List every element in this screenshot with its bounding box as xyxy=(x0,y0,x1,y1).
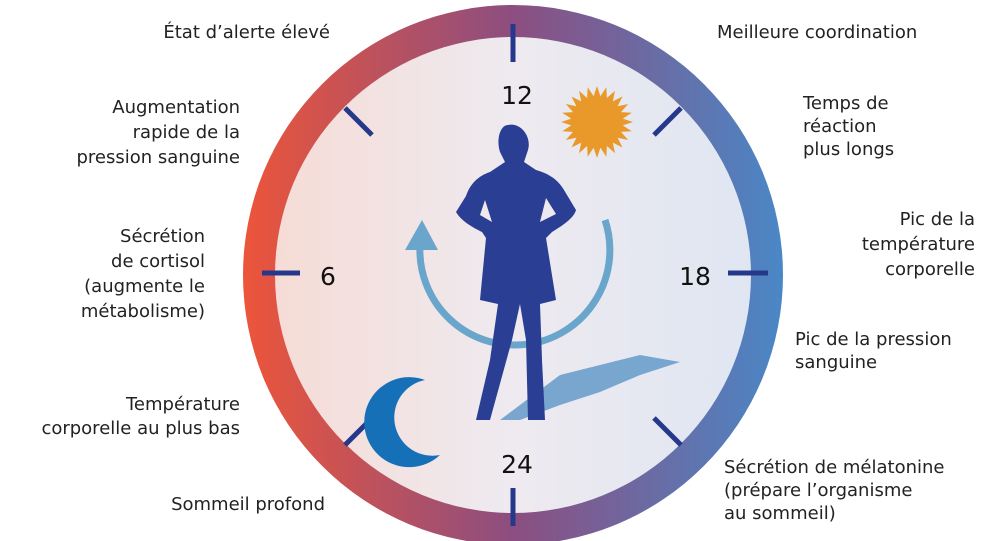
annotation-line: Meilleure coordination xyxy=(717,22,917,43)
annotation-line: Température xyxy=(125,394,240,415)
annotation-line: Sécrétion de mélatonine xyxy=(724,457,945,478)
annotation-line: pression sanguine xyxy=(76,147,240,168)
annotation-line: (augmente le xyxy=(84,276,205,297)
hour-label: 24 xyxy=(501,450,533,479)
annotation-line: plus longs xyxy=(803,139,894,160)
annotation-line: sanguine xyxy=(795,352,877,373)
hour-label: 12 xyxy=(501,81,533,110)
sun-rays xyxy=(561,86,633,158)
annotation-line: au sommeil) xyxy=(724,503,836,524)
annotation-line: (prépare l’organisme xyxy=(724,480,912,501)
annotation-line: Augmentation xyxy=(112,97,240,118)
hour-label: 6 xyxy=(320,262,336,291)
annotation-line: corporelle xyxy=(885,259,975,280)
annotation-line: métabolisme) xyxy=(81,301,205,322)
annotation-line: État d’alerte élevé xyxy=(163,21,330,43)
annotation-line: Temps de xyxy=(802,93,889,114)
annotation-line: de cortisol xyxy=(111,251,205,272)
annotation-line: Sommeil profond xyxy=(171,494,325,515)
clock-diagram: 12 6 18 24 État d’alerte élevé Augmentati… xyxy=(0,0,993,541)
annotation-line: réaction xyxy=(803,116,877,137)
annotation-line: Pic de la xyxy=(900,209,975,230)
sun-icon xyxy=(561,86,633,158)
annotation-line: Sécrétion xyxy=(120,226,205,247)
annotation-line: température xyxy=(862,234,975,255)
hour-label: 18 xyxy=(679,262,711,291)
annotation-line: Pic de la pression xyxy=(795,329,952,350)
annotation-line: corporelle au plus bas xyxy=(41,418,240,439)
annotation-line: rapide de la xyxy=(133,122,240,143)
